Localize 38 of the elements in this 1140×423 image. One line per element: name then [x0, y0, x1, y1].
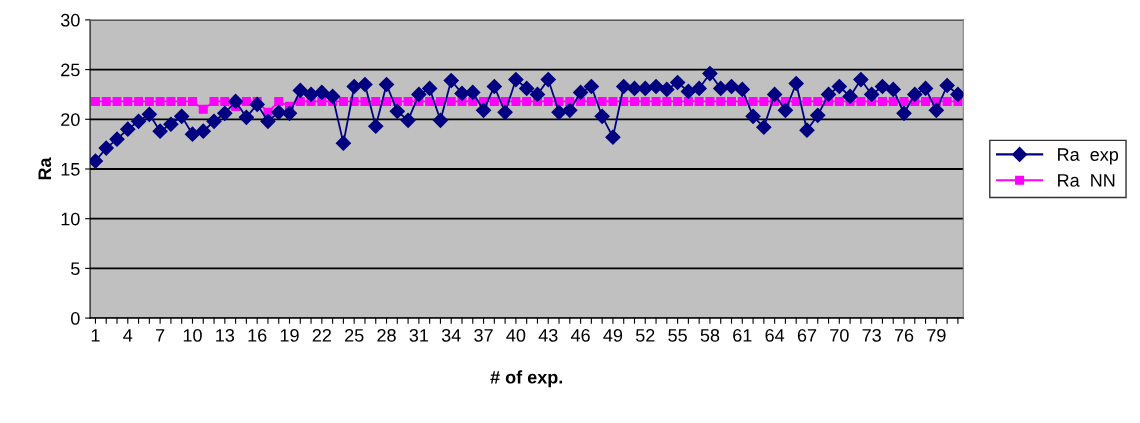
x-tick-label: 19 — [280, 328, 299, 342]
y-axis-title: Ra — [38, 157, 52, 180]
x-tick-label: 7 — [156, 329, 165, 342]
x-tick-label: 43 — [538, 328, 558, 342]
x-tick-label: 67 — [797, 328, 817, 342]
x-tick-label: 28 — [377, 328, 396, 342]
y-tick-label: 0 — [71, 312, 80, 325]
x-tick-label: 52 — [635, 328, 655, 342]
x-tick-label: 22 — [312, 328, 331, 342]
y-tick-label: 30 — [60, 13, 80, 27]
x-tick-label: 25 — [345, 328, 364, 342]
x-tick-label: 49 — [603, 328, 623, 342]
x-tick-label: 76 — [894, 328, 914, 342]
x-tick-label: 34 — [441, 328, 461, 342]
x-tick-label: 46 — [570, 328, 590, 342]
x-tick-label: 70 — [830, 328, 849, 342]
y-tick-label: 5 — [71, 262, 80, 276]
x-tick-label: 64 — [765, 328, 785, 342]
x-tick-label: 61 — [733, 328, 752, 342]
x-tick-label: 31 — [409, 328, 429, 342]
y-tick-label: 10 — [61, 212, 80, 226]
x-tick-label: 13 — [216, 328, 235, 342]
x-tick-label: 10 — [183, 328, 202, 342]
y-tick-label: 20 — [61, 113, 80, 127]
legend-label: Ra NN — [1058, 174, 1115, 187]
x-tick-label: 1 — [91, 329, 100, 342]
x-tick-label: 16 — [248, 328, 267, 342]
y-tick-label: 25 — [61, 63, 80, 77]
x-tick-label: 73 — [862, 328, 881, 342]
x-tick-label: 40 — [506, 328, 526, 342]
x-axis-title: # of exp. — [490, 370, 563, 388]
x-tick-label: 37 — [474, 328, 493, 342]
legend-label: Ra exp — [1058, 148, 1119, 165]
x-tick-label: 55 — [668, 329, 687, 342]
y-tick-label: 15 — [61, 163, 80, 176]
x-tick-label: 79 — [927, 328, 946, 342]
x-tick-label: 58 — [700, 328, 720, 342]
x-tick-label: 4 — [123, 329, 133, 342]
